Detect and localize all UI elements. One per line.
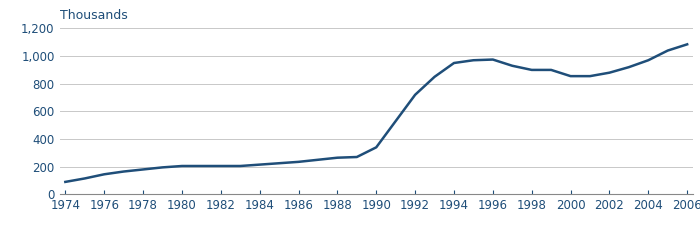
- Text: Thousands: Thousands: [60, 9, 127, 22]
